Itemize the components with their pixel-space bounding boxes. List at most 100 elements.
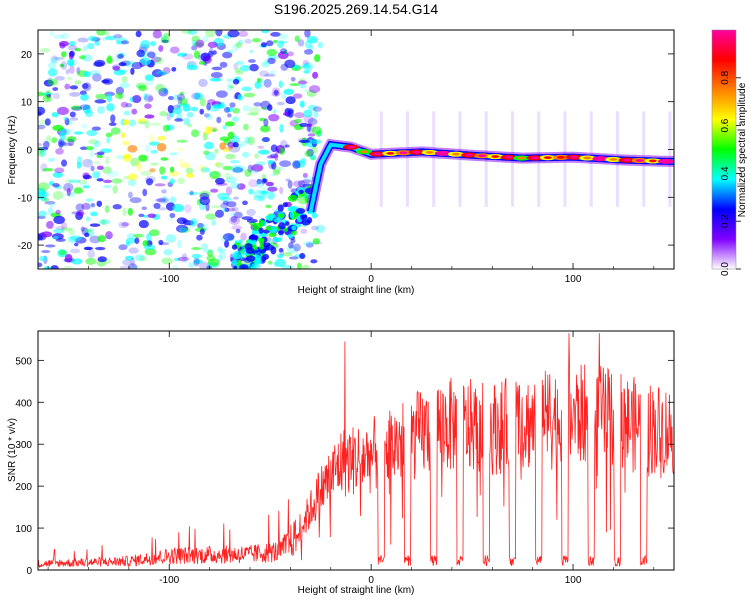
spectrogram-speckle xyxy=(52,182,60,188)
spectrogram-speckle xyxy=(219,251,226,260)
spectrogram-speckle xyxy=(41,191,49,198)
spectrogram-speckle xyxy=(274,152,279,161)
spectrogram-speckle xyxy=(256,178,262,185)
spectrogram-speckle xyxy=(128,191,133,199)
spectrogram-speckle xyxy=(206,102,211,111)
spectrogram-speckle xyxy=(49,56,60,64)
spectrogram-speckle xyxy=(226,201,237,208)
spectrogram-speckle xyxy=(50,265,59,269)
spectrogram-speckle xyxy=(42,140,50,149)
spectrogram-speckle xyxy=(131,265,140,269)
spectrogram-ridge xyxy=(305,138,674,213)
spectrogram-speckle xyxy=(193,257,200,267)
spectrogram-speckle xyxy=(76,161,82,169)
spectrogram-speckle xyxy=(230,215,238,223)
spectrogram-speckle xyxy=(193,259,203,264)
spectrogram-speckle xyxy=(272,109,277,114)
spectrogram-speckle xyxy=(273,208,280,214)
spectrogram-speckle xyxy=(260,190,269,195)
y-tick-label: 500 xyxy=(15,356,32,367)
spectrogram-speckle xyxy=(265,204,272,209)
spectrogram-speckle xyxy=(142,188,148,197)
spectrogram-speckle xyxy=(195,39,205,48)
spectrogram-speckle xyxy=(277,40,284,49)
spectrogram-speckle xyxy=(89,70,101,76)
spectrogram-speckle xyxy=(223,106,231,113)
spectrogram-speckle xyxy=(81,202,91,210)
spectrogram-speckle xyxy=(312,238,320,245)
spectrogram-speckle xyxy=(54,75,65,81)
spectrogram-speckle xyxy=(257,145,265,149)
spectrogram-speckle xyxy=(113,34,123,39)
spectrogram-speckle xyxy=(289,83,301,87)
spectrogram-speckle xyxy=(74,242,79,247)
spectrogram-speckle xyxy=(113,69,126,76)
spectrogram-speckle xyxy=(258,79,268,83)
spectrogram-speckle xyxy=(219,142,227,150)
spectrogram-speckle xyxy=(243,92,256,98)
spectrogram-speckle xyxy=(226,50,234,54)
spectrogram-speckle xyxy=(167,96,174,101)
spectrogram-speckle xyxy=(233,211,243,219)
spectrogram-speckle xyxy=(190,218,198,227)
spectrogram-speckle xyxy=(277,213,285,218)
spectrogram-speckle xyxy=(160,157,169,161)
spectrogram-speckle xyxy=(162,195,168,203)
spectrogram-speckle xyxy=(260,106,269,111)
ridge-hotspot xyxy=(648,159,657,163)
y-tick-label: 300 xyxy=(15,440,32,451)
spectrogram-speckle xyxy=(97,235,107,243)
spectrogram-speckle xyxy=(128,263,138,269)
spectrogram-speckle xyxy=(190,106,199,112)
spectrogram-speckle xyxy=(120,132,126,139)
spectrogram-speckle xyxy=(270,246,277,255)
spectrogram-speckle xyxy=(199,196,211,206)
spectrogram-speckle xyxy=(224,207,230,213)
colorbar-body xyxy=(712,30,736,269)
spectrogram-speckle xyxy=(251,263,256,269)
spectrogram-speckle xyxy=(183,117,191,126)
spectrogram-speckle xyxy=(222,233,235,241)
spectrogram-speckle xyxy=(162,124,170,132)
spectrogram-speckle xyxy=(91,126,101,131)
spectrogram-speckle xyxy=(189,190,194,196)
spectrogram-speckle xyxy=(297,39,305,47)
spectrogram-speckle xyxy=(234,164,246,173)
spectrogram-speckle xyxy=(143,93,148,101)
spectrogram-speckle xyxy=(47,68,58,77)
spectrogram-speckle xyxy=(43,79,54,87)
spectrogram-speckle xyxy=(47,76,53,84)
spectrogram-speckle xyxy=(242,151,250,158)
spectrogram-speckle xyxy=(143,244,156,250)
spectrogram-speckle xyxy=(55,226,65,230)
spectrogram-speckle xyxy=(61,51,67,58)
spectrogram-speckle xyxy=(282,112,290,116)
spectrogram-speckle xyxy=(130,157,140,167)
spectrogram-speckle xyxy=(83,71,91,78)
spectrogram-speckle xyxy=(239,272,248,279)
spectrogram-speckle xyxy=(225,107,234,113)
spectrogram-speckle xyxy=(307,104,318,111)
spectrogram-speckle xyxy=(258,227,264,234)
spectrogram-speckle xyxy=(172,264,179,269)
ridge-hotspot xyxy=(609,158,618,161)
spectrogram-speckle xyxy=(263,118,269,127)
spectrogram-speckle xyxy=(46,94,52,98)
spectrogram-speckle xyxy=(38,91,44,97)
spectrogram-speckle xyxy=(115,86,125,96)
spectrogram-speckle xyxy=(123,110,131,116)
spectrogram-speckle xyxy=(73,131,84,135)
spectrogram-speckle xyxy=(222,125,228,130)
spectrogram-speckle xyxy=(299,122,309,127)
spectrogram-speckle xyxy=(255,259,263,265)
spectrogram-speckle xyxy=(96,200,103,207)
spectrogram-speckle xyxy=(292,180,303,188)
spectrogram-speckle xyxy=(179,97,188,106)
spectrogram-speckle xyxy=(286,51,294,57)
spectrogram-speckle xyxy=(261,178,266,185)
spectrogram-speckle xyxy=(66,76,73,81)
spectrogram-speckle xyxy=(66,58,77,68)
spectrogram-speckle xyxy=(212,103,225,109)
spectrogram-speckle xyxy=(210,77,222,82)
ridge-hotspot xyxy=(517,156,526,160)
